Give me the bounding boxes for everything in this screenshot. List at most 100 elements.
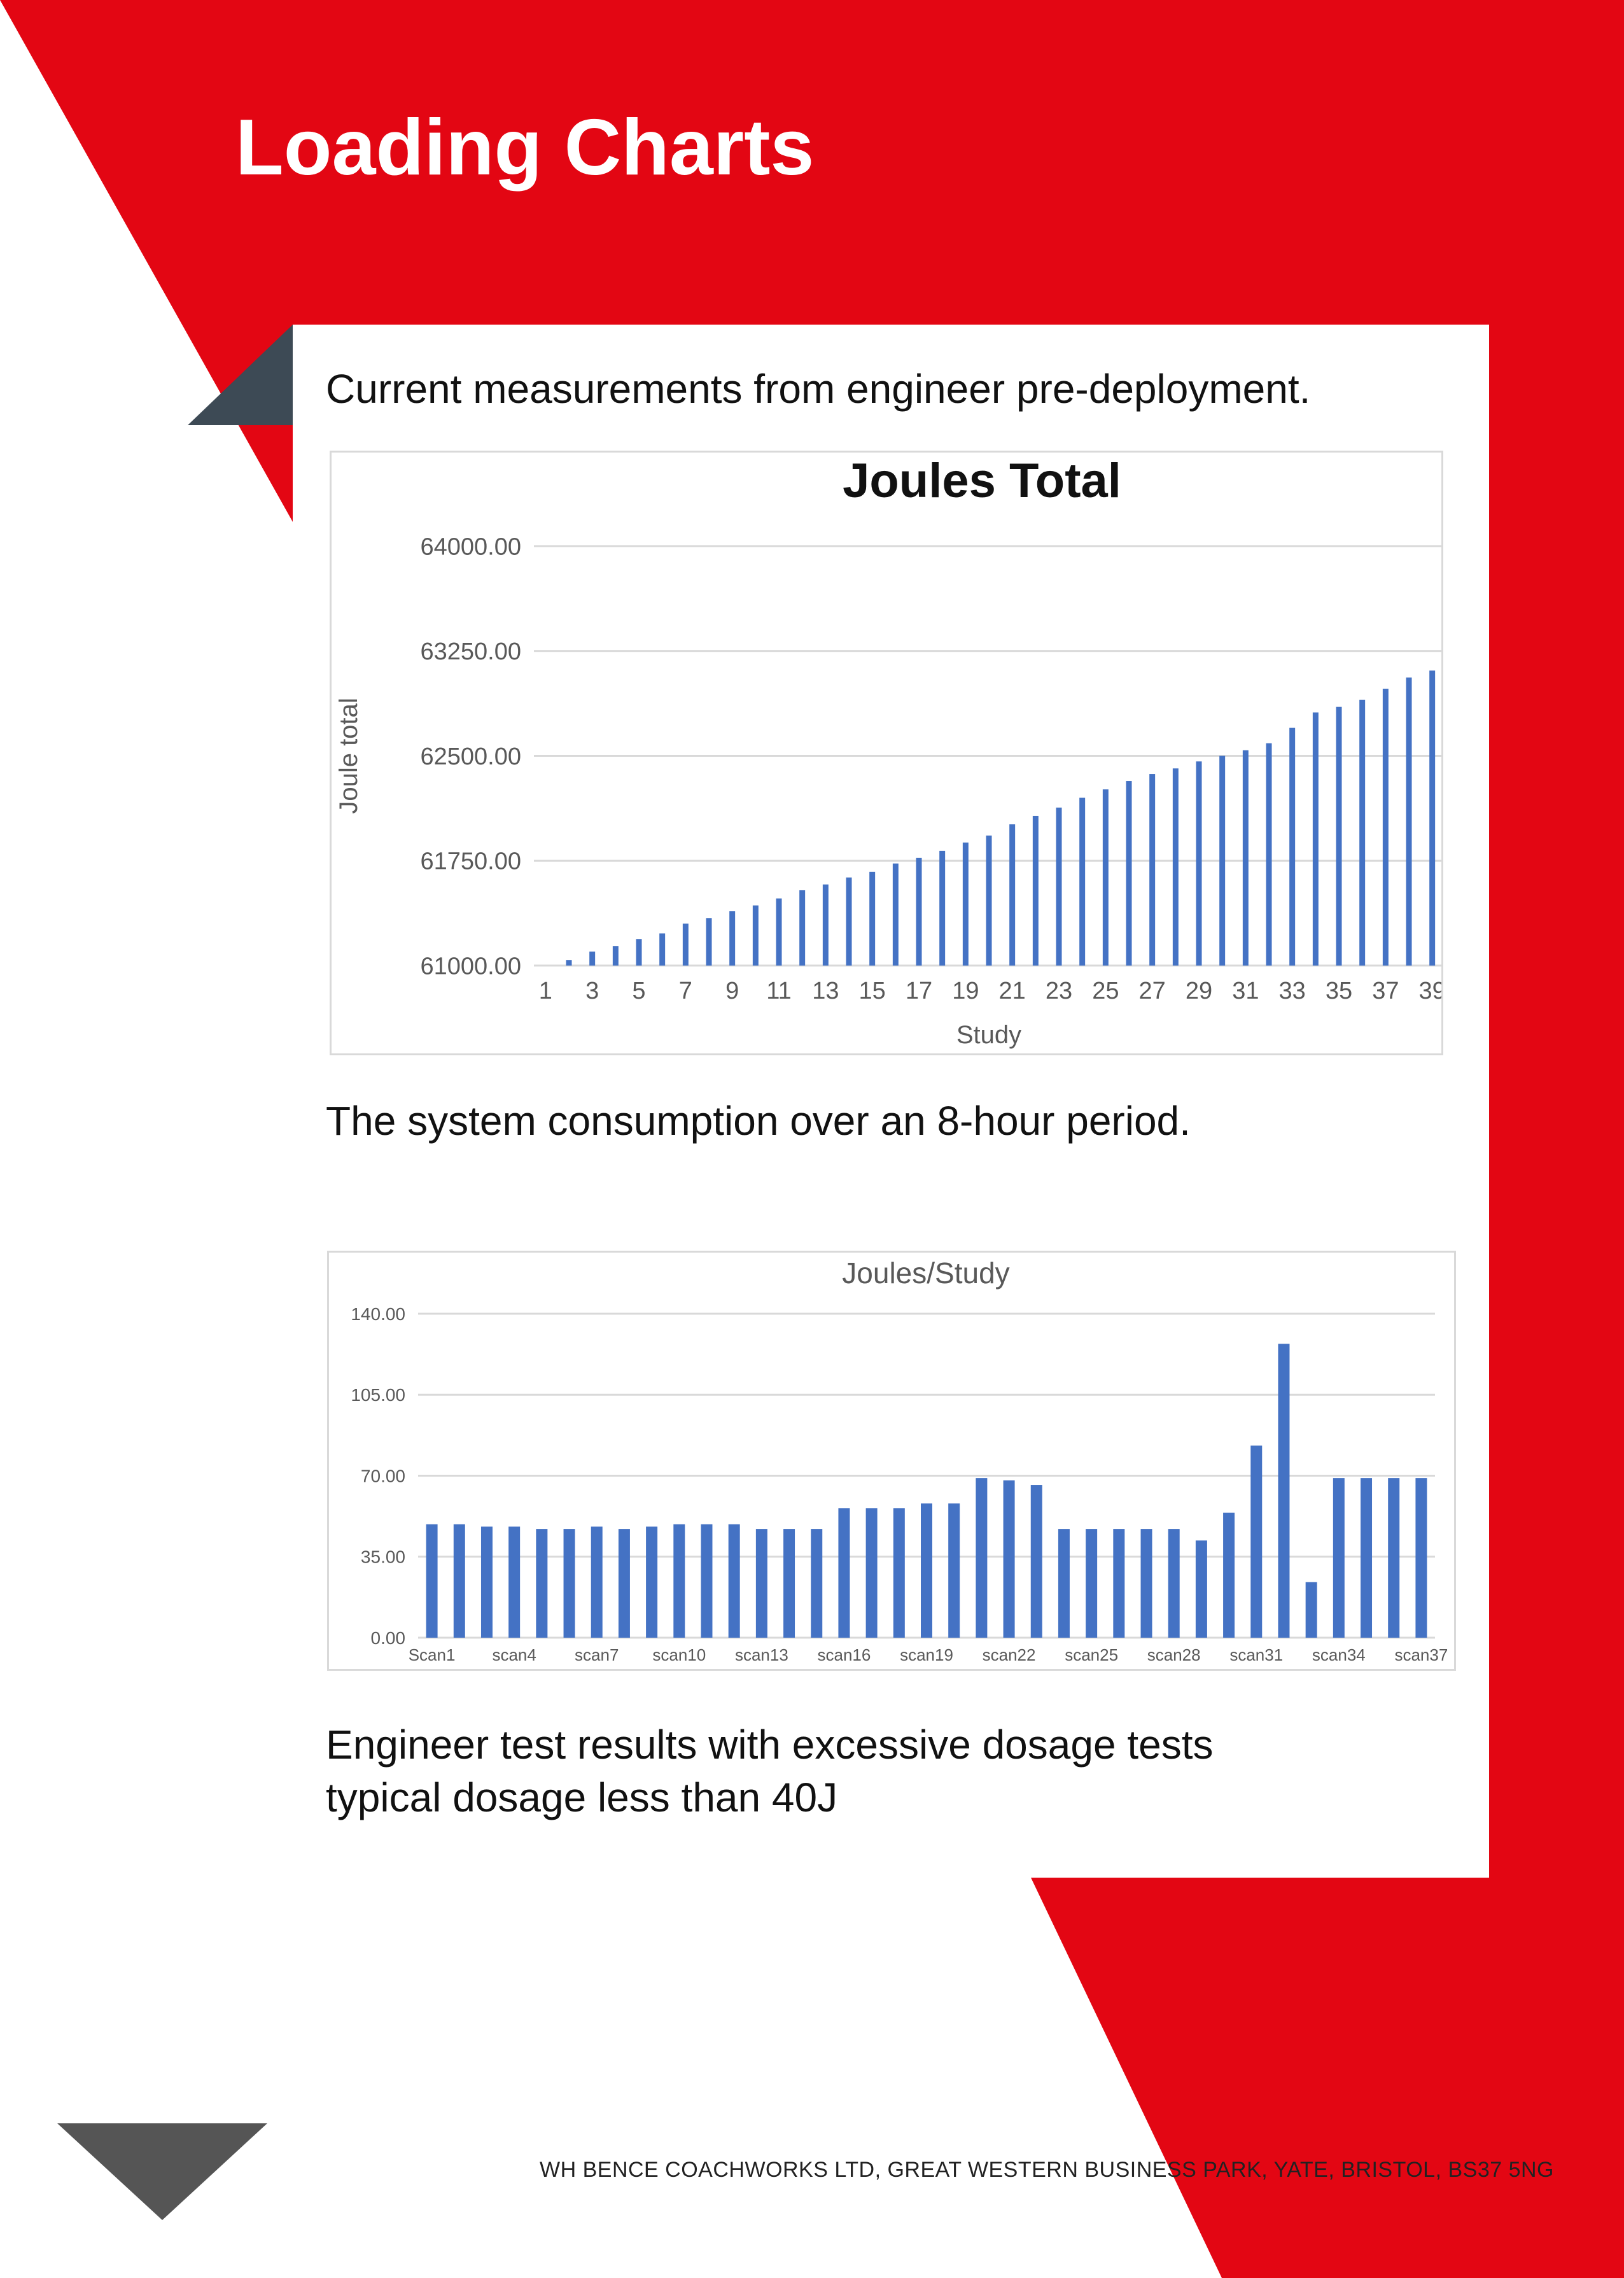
- x-tick-label: 11: [766, 978, 791, 1004]
- bar-10: [752, 905, 759, 966]
- x-tick-label: 9: [725, 978, 739, 1004]
- bar-11: [776, 898, 782, 966]
- bar-37: [1382, 689, 1389, 966]
- footer-address: WH BENCE COACHWORKS LTD, GREAT WESTERN B…: [540, 2158, 1554, 2182]
- x-tick-label: 33: [1279, 978, 1306, 1004]
- bar-9: [729, 911, 736, 966]
- caption-test-results-line1: Engineer test results with excessive dos…: [326, 1722, 1214, 1768]
- bar-scan11: [701, 1524, 713, 1638]
- x-tick-label: scan28: [1147, 1645, 1201, 1664]
- bar-38: [1406, 677, 1412, 966]
- joules-per-study-chart-svg: Joules/Study 0.00 35.00 70.00 105.00 140.00 Sc…: [351, 1256, 1448, 1664]
- y-axis-title: Joule total: [335, 698, 363, 813]
- x-tick-label: scan25: [1065, 1645, 1118, 1664]
- bar-scan33: [1305, 1582, 1317, 1638]
- bar-21: [1009, 824, 1016, 966]
- x-tick-label: scan34: [1312, 1645, 1366, 1664]
- bar-scan7: [591, 1526, 603, 1638]
- x-tick-label: 21: [999, 978, 1026, 1004]
- bar-scan24: [1058, 1529, 1070, 1638]
- bar-scan31: [1250, 1445, 1263, 1638]
- bar-15: [869, 871, 876, 966]
- x-tick-label: 27: [1139, 978, 1166, 1004]
- bar-scan4: [508, 1526, 521, 1638]
- bar-scan2: [453, 1524, 465, 1638]
- x-tick-label: scan13: [735, 1645, 788, 1664]
- x-tick-label: 5: [632, 978, 645, 1004]
- x-tick-label: 1: [539, 978, 552, 1004]
- y-tick-label: 64000.00: [421, 533, 522, 560]
- bar-2: [566, 960, 572, 966]
- bar-17: [916, 857, 922, 966]
- y-tick-label: 105.00: [351, 1385, 405, 1405]
- x-tick-label: Scan1: [409, 1645, 456, 1664]
- y-tick-label: 61750.00: [421, 848, 522, 875]
- bar-scan12: [728, 1524, 740, 1638]
- bar-29: [1196, 761, 1202, 966]
- bar-scan21: [976, 1478, 988, 1638]
- bar-22: [1032, 815, 1039, 966]
- bar-35: [1336, 707, 1342, 966]
- x-tick-label: scan10: [652, 1645, 706, 1664]
- bar-scan9: [646, 1526, 658, 1638]
- bar-24: [1079, 798, 1086, 966]
- bar-4: [612, 946, 619, 966]
- bar-25: [1102, 789, 1109, 966]
- caption-test-results: Engineer test results with excessive dos…: [326, 1719, 1213, 1824]
- caption-measurements: Current measurements from engineer pre-d…: [326, 366, 1311, 412]
- bar-scan14: [783, 1529, 795, 1638]
- x-tick-label: scan37: [1394, 1645, 1448, 1664]
- x-tick-label: 3: [585, 978, 599, 1004]
- bar-3: [589, 952, 596, 966]
- x-tick-label: 25: [1092, 978, 1119, 1004]
- y-tick-label: 61000.00: [421, 953, 522, 980]
- x-tick-label: 15: [859, 978, 886, 1004]
- x-tick-label: scan31: [1229, 1645, 1283, 1664]
- x-tick-label: 39: [1419, 978, 1441, 1004]
- bar-scan28: [1168, 1529, 1180, 1638]
- bar-34: [1312, 712, 1319, 966]
- y-tick-label: 35.00: [361, 1547, 405, 1567]
- y-tick-label: 0.00: [371, 1628, 406, 1648]
- y-tick-label: 70.00: [361, 1466, 405, 1486]
- x-tick-label: scan22: [983, 1645, 1036, 1664]
- bar-36: [1359, 700, 1366, 966]
- bar-19: [962, 842, 969, 966]
- x-tick-label: 13: [812, 978, 839, 1004]
- caption-consumption: The system consumption over an 8-hour pe…: [326, 1098, 1191, 1144]
- bar-scan25: [1086, 1529, 1098, 1638]
- bar-scan19: [921, 1503, 932, 1638]
- bar-scan8: [618, 1529, 630, 1638]
- bar-28: [1172, 768, 1179, 966]
- bar-scan10: [673, 1524, 685, 1638]
- folded-corner-triangle: [188, 325, 293, 425]
- bar-33: [1289, 728, 1296, 966]
- x-tick-label: scan7: [575, 1645, 619, 1664]
- page-title: Loading Charts: [235, 104, 815, 192]
- x-tick-label: 19: [952, 978, 979, 1004]
- bar-scan35: [1361, 1478, 1373, 1638]
- bar-30: [1219, 756, 1226, 966]
- bar-14: [846, 877, 852, 966]
- y-tick-label: 140.00: [351, 1304, 405, 1324]
- bar-6: [659, 933, 666, 966]
- right-red-strip: [1489, 318, 1624, 1884]
- bar-scan17: [865, 1508, 878, 1638]
- bar-scan18: [893, 1508, 905, 1638]
- y-tick-label: 63250.00: [421, 638, 522, 665]
- bar-20: [986, 835, 992, 966]
- bar-scan16: [838, 1508, 850, 1638]
- bar-8: [706, 918, 712, 966]
- bar-scan23: [1030, 1485, 1042, 1638]
- bottom-right-red-shape: [1031, 1878, 1624, 2278]
- y-tick-label: 62500.00: [421, 743, 522, 770]
- x-tick-label: scan16: [818, 1645, 871, 1664]
- bar-26: [1126, 781, 1132, 966]
- bar-32: [1266, 743, 1272, 966]
- bar-16: [892, 863, 899, 966]
- bar-Scan1: [426, 1524, 438, 1638]
- bar-31: [1242, 750, 1249, 966]
- bar-scan26: [1113, 1529, 1125, 1638]
- bar-scan15: [811, 1529, 823, 1638]
- bottom-left-gray-triangle: [57, 2123, 267, 2220]
